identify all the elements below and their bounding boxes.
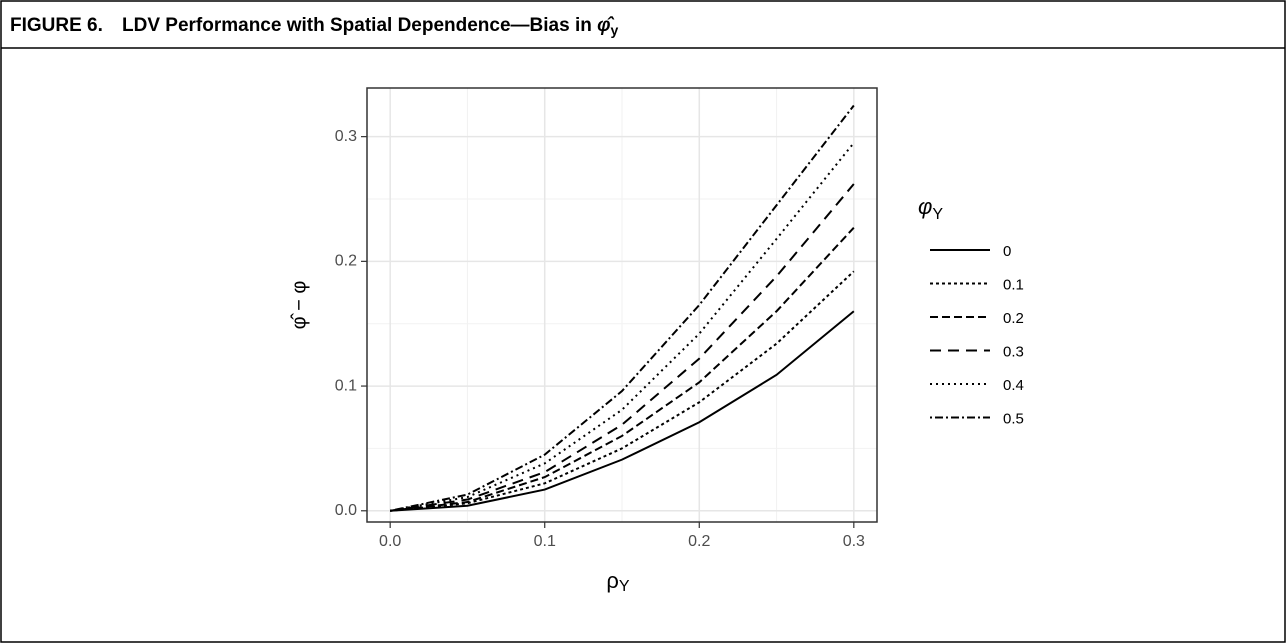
y-axis-label: φ̂ − φ <box>288 281 310 330</box>
legend-label: 0.3 <box>1003 343 1024 360</box>
title-symbol-sub: y <box>611 22 619 38</box>
series-line <box>389 104 855 512</box>
y-tick-label: 0.3 <box>335 128 357 145</box>
legend-label: 0 <box>1003 243 1011 260</box>
x-label-text: ρ <box>606 568 619 593</box>
y-tick-label: 0.0 <box>335 502 357 519</box>
legend-title-sub: Y <box>932 206 943 223</box>
legend-label: 0.1 <box>1003 276 1024 293</box>
legend-title-text: φ <box>918 194 932 219</box>
legend-label: 0.2 <box>1003 310 1024 327</box>
y-tick-label: 0.1 <box>335 377 357 394</box>
x-tick-label: 0.0 <box>379 533 401 550</box>
x-tick-label: 0.3 <box>843 533 865 550</box>
title-symbol: φ̂ <box>597 15 614 36</box>
series-line <box>390 183 855 512</box>
series-line <box>390 142 855 512</box>
series-line <box>390 310 855 512</box>
x-axis-label: ρY <box>606 568 630 595</box>
plot-border <box>366 87 878 523</box>
title-text: LDV Performance with Spatial Dependence—… <box>122 15 597 36</box>
legend-label: 0.5 <box>1003 410 1024 427</box>
chart-title: LDV Performance with Spatial Dependence—… <box>122 15 619 38</box>
x-label-sub: Y <box>619 578 630 595</box>
x-tick-label: 0.1 <box>534 533 556 550</box>
series-line <box>390 270 855 512</box>
y-tick-label: 0.2 <box>335 253 357 270</box>
figure-label: FIGURE 6. <box>10 15 103 36</box>
legend-label: 0.4 <box>1003 377 1024 394</box>
series-line <box>390 226 855 512</box>
x-tick-label: 0.2 <box>688 533 710 550</box>
legend-title: φY <box>918 194 943 223</box>
